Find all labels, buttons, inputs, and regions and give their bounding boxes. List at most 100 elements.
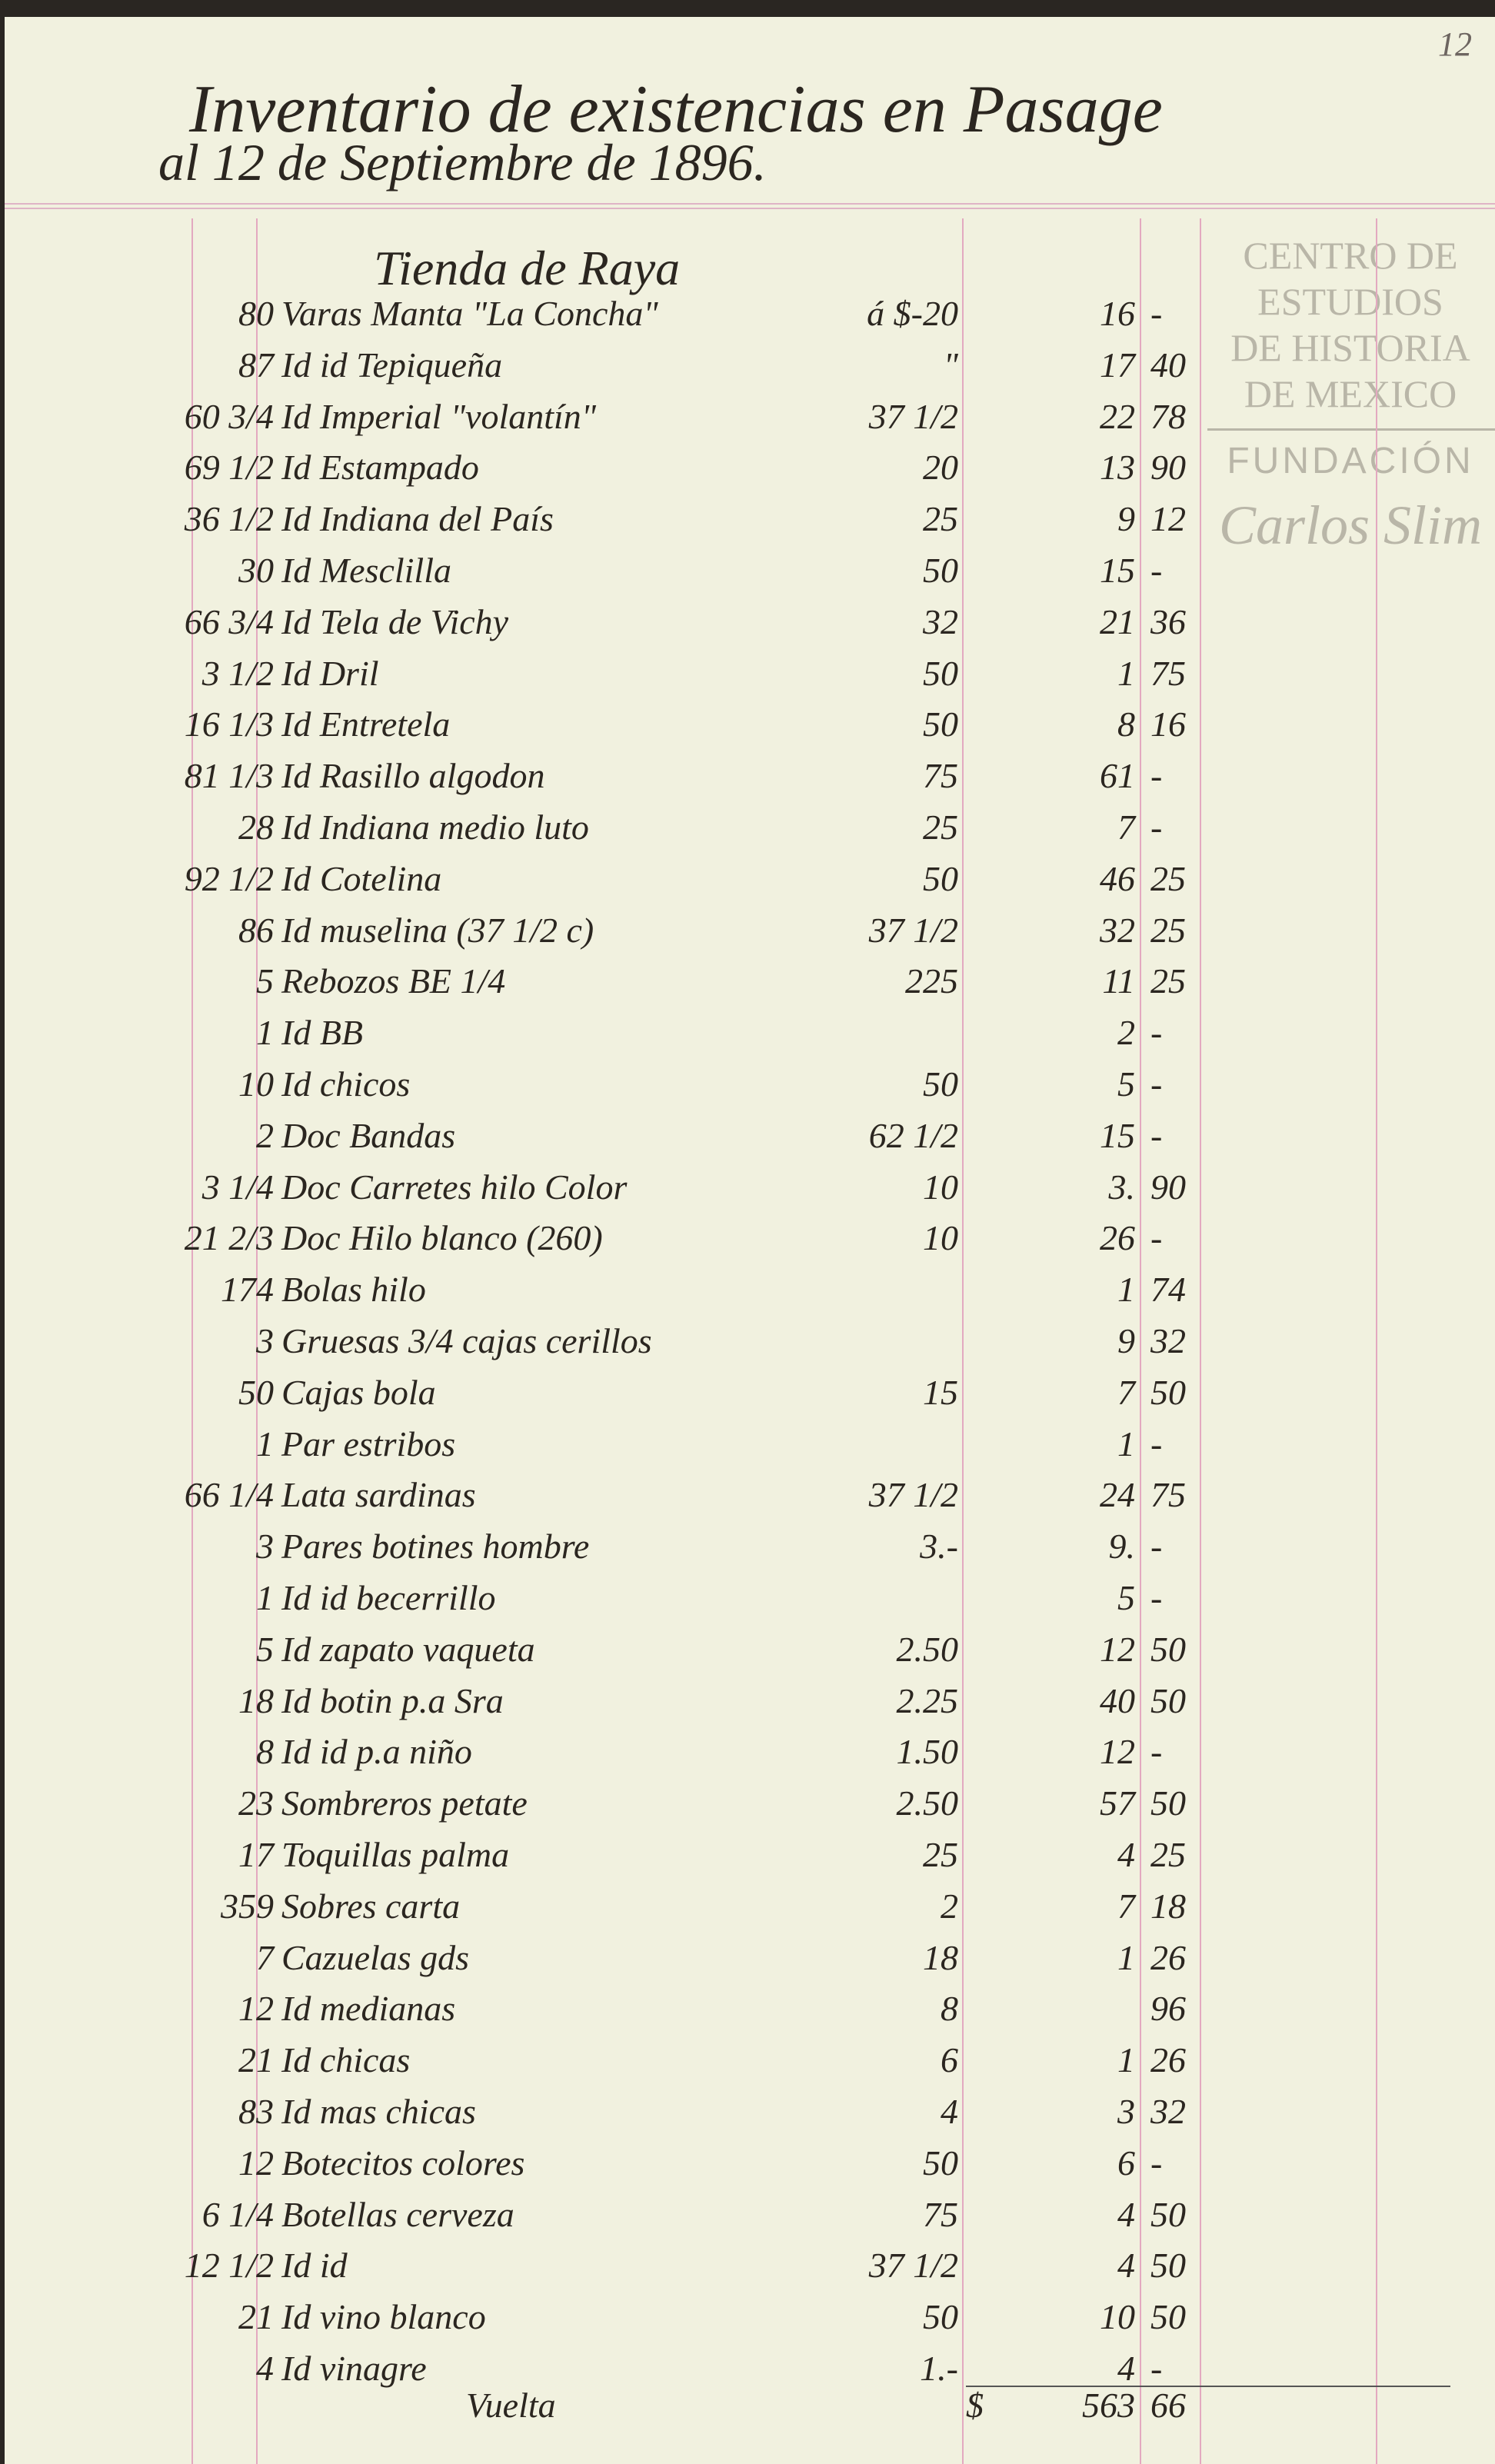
- cell-qty: 87: [238, 345, 274, 385]
- cell-qty: 1: [256, 1578, 274, 1617]
- cell-cents: 50: [1150, 1783, 1186, 1823]
- cell-price: 2.50: [896, 1629, 959, 1669]
- cell-pesos: 1: [1117, 1270, 1135, 1310]
- cell-qty: 69 1/2: [184, 448, 274, 488]
- table-row: 28 Id Indiana medio luto 25 7-: [5, 800, 1235, 851]
- table-row: 17 Toquillas palma 25 4 25: [5, 1827, 1235, 1878]
- cell-desc: Cajas bola: [281, 1372, 436, 1412]
- total-label: Vuelta: [466, 2386, 556, 2425]
- table-row: 6 1/4 Botellas cerveza 75 4 50: [5, 2187, 1235, 2238]
- table-row: 36 1/2 Id Indiana del País 25 9 12: [5, 491, 1235, 542]
- cell-qty: 18: [238, 1680, 274, 1720]
- total-rule: [966, 2386, 1450, 2387]
- cell-pesos: 1: [1117, 1423, 1135, 1463]
- cell-cents: -: [1150, 756, 1163, 796]
- cell-price: 32: [923, 601, 958, 641]
- header-rule: [5, 208, 1495, 209]
- watermark-line: DE MEXICO: [1244, 372, 1457, 415]
- cell-qty: 80: [238, 294, 274, 333]
- cell-qty: 66 1/4: [184, 1475, 274, 1515]
- cell-cents: -: [1150, 1115, 1163, 1155]
- cell-qty: 3 1/2: [201, 653, 274, 693]
- cell-price: 6: [941, 2040, 958, 2080]
- table-row: 1 Par estribos 1-: [5, 1417, 1235, 1467]
- cell-desc: Doc Bandas: [281, 1115, 456, 1155]
- watermark-line: ESTUDIOS: [1257, 280, 1443, 323]
- table-row: 60 3/4 Id Imperial "volantín" 37 1/2 22 78: [5, 389, 1235, 440]
- cell-pesos: 12: [1100, 1732, 1135, 1772]
- cell-pesos: 21: [1100, 601, 1135, 641]
- cell-qty: 359: [221, 1886, 274, 1926]
- table-row: 18 Id botin p.a Sra 2.25 40 50: [5, 1673, 1235, 1724]
- cell-pesos: 61: [1100, 756, 1135, 796]
- cell-price: 75: [923, 2194, 958, 2234]
- watermark-line: CENTRO DE: [1243, 234, 1458, 277]
- table-row: 3 Pares botines hombre 3.- 9. -: [5, 1519, 1235, 1570]
- table-row: 1 Id id becerrillo 5-: [5, 1570, 1235, 1621]
- cell-pesos: 4: [1117, 2349, 1135, 2388]
- cell-desc: Lata sardinas: [281, 1475, 476, 1515]
- table-row: 12 Botecitos colores 50 6-: [5, 2136, 1235, 2186]
- cell-cents: 78: [1150, 396, 1186, 436]
- cell-desc: Id Rasillo algodon: [281, 756, 545, 796]
- cell-price: á $-20: [867, 294, 958, 333]
- cell-qty: 1: [256, 1423, 274, 1463]
- cell-desc: Bolas hilo: [281, 1270, 426, 1310]
- cell-pesos: 4: [1117, 2194, 1135, 2234]
- cell-desc: Id vino blanco: [281, 2297, 486, 2337]
- cell-cents: 75: [1150, 653, 1186, 693]
- cell-qty: 81 1/3: [184, 756, 274, 796]
- cell-desc: Id chicos: [281, 1064, 411, 1104]
- total-pesos: 563: [1082, 2386, 1135, 2425]
- table-row: 21 Id chicas 6 1 26: [5, 2033, 1235, 2083]
- column-rule: [1200, 218, 1201, 2464]
- cell-desc: Botellas cerveza: [281, 2194, 514, 2234]
- cell-price: 25: [923, 1835, 958, 1874]
- cell-price: 50: [923, 858, 958, 898]
- cell-qty: 3: [256, 1321, 274, 1360]
- cell-price: 25: [923, 499, 958, 539]
- cell-desc: Pares botines hombre: [281, 1527, 590, 1567]
- cell-qty: 2: [256, 1115, 274, 1155]
- cell-desc: Id Imperial "volantín": [281, 396, 597, 436]
- cell-price: 50: [923, 551, 958, 590]
- cell-cents: 50: [1150, 1680, 1186, 1720]
- cell-price: 2.25: [896, 1680, 959, 1720]
- cell-desc: Id Estampado: [281, 448, 479, 488]
- column-rule: [191, 218, 193, 2464]
- cell-cents: -: [1150, 2349, 1163, 2388]
- cell-pesos: 5: [1117, 1064, 1135, 1104]
- cell-qty: 1: [256, 1013, 274, 1053]
- cell-pesos: 1: [1117, 2040, 1135, 2080]
- cell-desc: Id id becerrillo: [281, 1578, 496, 1617]
- cell-cents: -: [1150, 2143, 1163, 2183]
- cell-price: 62 1/2: [868, 1115, 958, 1155]
- cell-desc: Id vinagre: [281, 2349, 427, 2388]
- table-row: 10 Id chicos 50 5-: [5, 1057, 1235, 1107]
- cell-qty: 12 1/2: [184, 2246, 274, 2286]
- cell-price: 2.50: [896, 1783, 959, 1823]
- table-row: 7 Cazuelas gds 18 1 26: [5, 1930, 1235, 1981]
- cell-qty: 23: [238, 1783, 274, 1823]
- cell-pesos: 6: [1117, 2143, 1135, 2183]
- cell-price: 2: [941, 1886, 958, 1926]
- table-row: 21 Id vino blanco 50 10 50: [5, 2289, 1235, 2340]
- cell-desc: Id id Tepiqueña: [281, 345, 503, 385]
- cell-price: 75: [923, 756, 958, 796]
- cell-desc: Id Mesclilla: [281, 551, 451, 590]
- cell-qty: 21: [238, 2297, 274, 2337]
- cell-qty: 50: [238, 1372, 274, 1412]
- table-row: 3 Gruesas 3/4 cajas cerillos 9 32: [5, 1314, 1235, 1364]
- cell-price: 37 1/2: [868, 396, 958, 436]
- cell-pesos: 15: [1100, 1115, 1135, 1155]
- cell-pesos: 3: [1117, 2092, 1135, 2131]
- cell-price: 8: [941, 1989, 958, 2029]
- cell-cents: 75: [1150, 1475, 1186, 1515]
- table-row: 81 1/3 Id Rasillo algodon 75 61-: [5, 748, 1235, 799]
- cell-desc: Varas Manta "La Concha": [281, 294, 658, 333]
- cell-cents: 16: [1150, 704, 1186, 744]
- cell-pesos: 46: [1100, 858, 1135, 898]
- cell-price: 50: [923, 704, 958, 744]
- cell-price: 3.-: [920, 1527, 958, 1567]
- cell-desc: Cazuelas gds: [281, 1937, 470, 1977]
